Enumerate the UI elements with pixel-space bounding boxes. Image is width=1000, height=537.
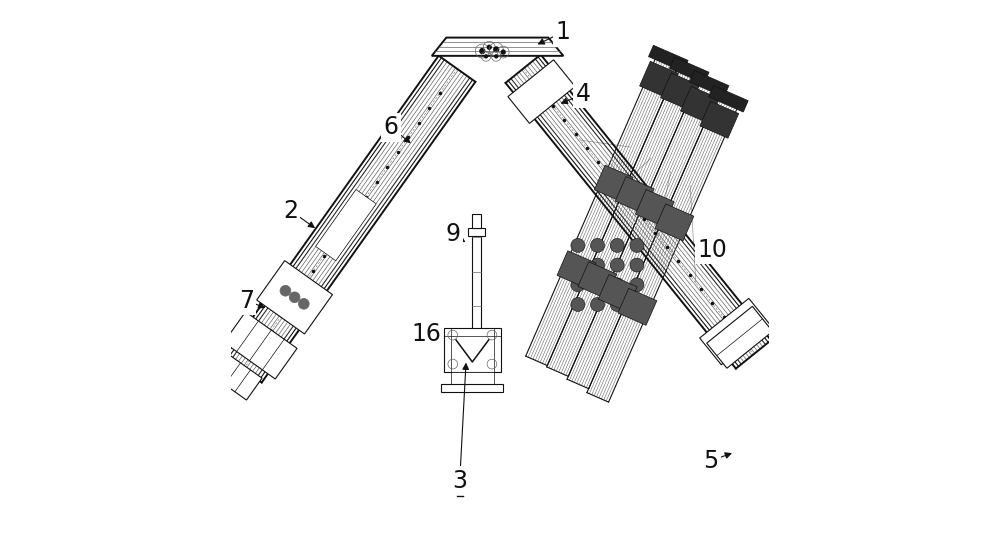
Circle shape [501,49,506,55]
Circle shape [479,48,485,54]
Text: 5: 5 [703,449,719,473]
Text: 7: 7 [239,289,254,313]
Polygon shape [661,73,699,110]
Polygon shape [700,299,770,365]
Polygon shape [680,86,719,124]
Polygon shape [709,85,748,112]
Circle shape [610,297,624,311]
Bar [468,228,485,236]
Polygon shape [707,306,773,368]
Circle shape [494,54,498,59]
Circle shape [591,278,605,292]
Polygon shape [598,274,637,311]
Circle shape [630,278,644,292]
Polygon shape [618,288,657,325]
Circle shape [487,45,492,50]
Polygon shape [316,190,376,261]
Polygon shape [224,312,297,379]
Circle shape [289,292,300,303]
Circle shape [298,299,309,309]
Text: 9: 9 [445,222,460,245]
Bar [472,232,481,346]
Bar [451,372,494,385]
Polygon shape [649,45,688,72]
Polygon shape [655,204,694,241]
Text: 10: 10 [698,238,728,262]
Polygon shape [213,354,262,400]
Text: 4: 4 [576,82,591,106]
Polygon shape [635,190,674,227]
Circle shape [610,258,624,272]
Polygon shape [578,262,617,299]
Circle shape [610,238,624,252]
Circle shape [591,258,605,272]
Polygon shape [689,70,729,97]
Polygon shape [257,260,333,334]
Text: 3: 3 [452,469,467,492]
Polygon shape [700,101,739,138]
Circle shape [280,285,291,296]
Circle shape [571,278,585,292]
Polygon shape [432,38,563,56]
Circle shape [493,46,499,53]
Circle shape [591,238,605,252]
Circle shape [571,297,585,311]
Circle shape [630,238,644,252]
Circle shape [591,297,605,311]
Polygon shape [640,61,678,98]
Circle shape [484,54,488,59]
Polygon shape [594,165,633,202]
Polygon shape [557,251,596,288]
Circle shape [630,258,644,272]
Bar [441,384,503,392]
Text: 16: 16 [411,322,441,346]
Text: 2: 2 [283,199,298,222]
Polygon shape [615,177,654,214]
Circle shape [630,297,644,311]
Text: 1: 1 [555,20,570,44]
Text: 6: 6 [383,115,398,139]
Circle shape [610,278,624,292]
Circle shape [571,258,585,272]
Polygon shape [508,60,575,124]
Circle shape [571,238,585,252]
Bar [472,214,481,228]
Bar [444,328,501,372]
Polygon shape [669,57,709,84]
